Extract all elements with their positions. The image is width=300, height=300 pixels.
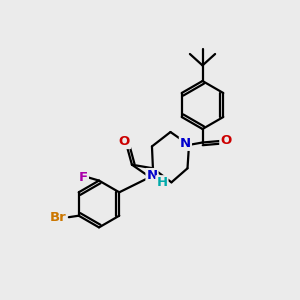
Text: O: O bbox=[119, 135, 130, 148]
Text: Br: Br bbox=[50, 211, 66, 224]
Text: F: F bbox=[79, 171, 88, 184]
Text: N: N bbox=[180, 137, 191, 150]
Text: O: O bbox=[220, 134, 232, 148]
Text: H: H bbox=[156, 176, 167, 189]
Text: N: N bbox=[146, 169, 158, 182]
